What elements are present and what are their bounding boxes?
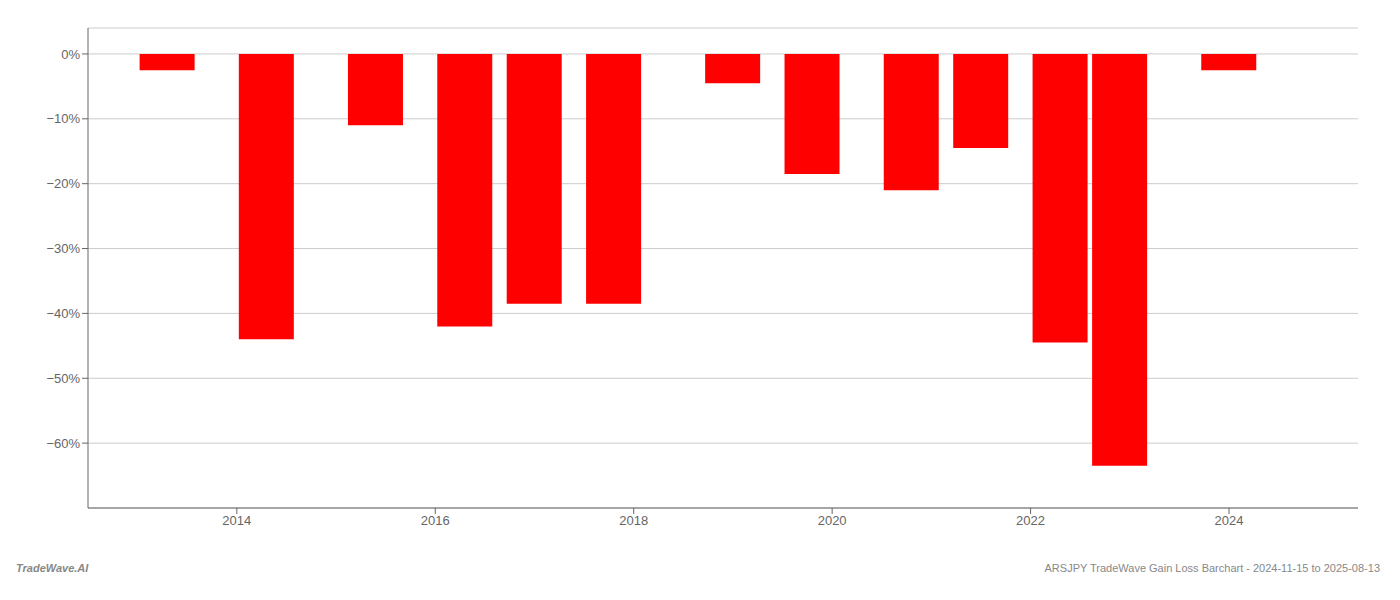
svg-text:2020: 2020 bbox=[818, 513, 847, 528]
svg-text:−20%: −20% bbox=[46, 176, 80, 191]
svg-text:2018: 2018 bbox=[619, 513, 648, 528]
svg-text:2014: 2014 bbox=[222, 513, 251, 528]
html-text:TradeWave.AI: TradeWave.AI bbox=[16, 562, 89, 574]
svg-text:−60%: −60% bbox=[46, 436, 80, 451]
svg-text:−50%: −50% bbox=[46, 371, 80, 386]
svg-text:0%: 0% bbox=[61, 47, 80, 62]
html-text:ARSJPY TradeWave Gain Loss Bar: ARSJPY TradeWave Gain Loss Barchart - 20… bbox=[1044, 562, 1380, 574]
svg-text:−10%: −10% bbox=[46, 111, 80, 126]
svg-text:−40%: −40% bbox=[46, 306, 80, 321]
svg-text:−30%: −30% bbox=[46, 241, 80, 256]
svg-text:2024: 2024 bbox=[1215, 513, 1244, 528]
svg-text:2016: 2016 bbox=[421, 513, 450, 528]
svg-text:2022: 2022 bbox=[1016, 513, 1045, 528]
